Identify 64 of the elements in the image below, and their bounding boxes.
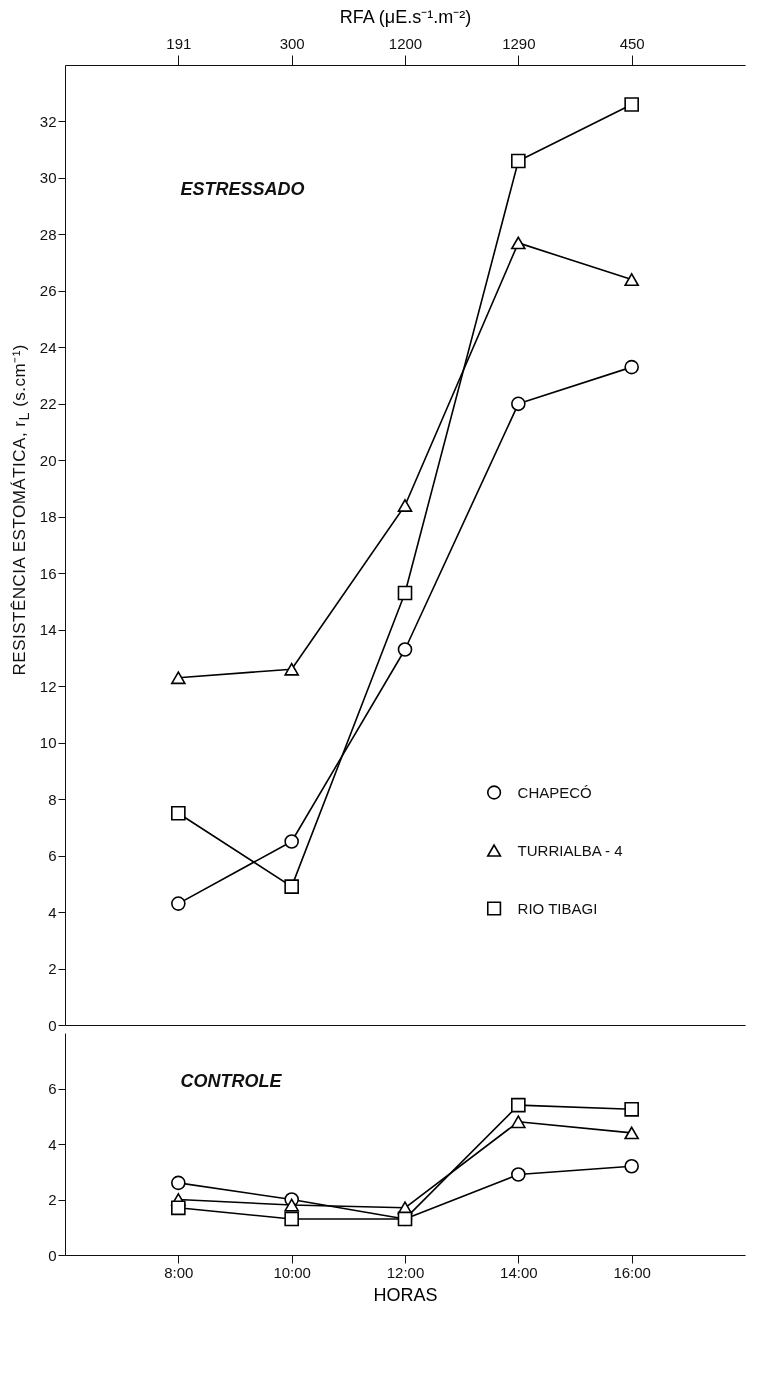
y-tick-label: 30 [39, 169, 57, 187]
y-tick-label: 8 [48, 790, 57, 808]
y-tick-label: 10 [39, 734, 57, 752]
annotation: 450 [619, 34, 645, 52]
annotation: ESTRESSADO [180, 178, 305, 199]
point [171, 1200, 186, 1216]
annotation: 191 [166, 34, 192, 52]
x-tick-label: 16:00 [613, 1263, 651, 1281]
y-tick-label: 24 [39, 338, 57, 356]
point [171, 1175, 186, 1191]
point [511, 1167, 526, 1182]
y-tick-label: 0 [48, 1016, 57, 1034]
y-tick-label: 6 [48, 1080, 57, 1097]
x2-axis-title: RFA (μE.s⁻¹.m⁻²) [339, 6, 472, 27]
point [624, 359, 639, 375]
y-tick-label: 16 [39, 564, 57, 582]
point [624, 1101, 639, 1117]
y-tick-label: 14 [39, 621, 57, 639]
point [171, 805, 186, 821]
y-tick-label: 6 [48, 847, 57, 865]
y-tick-label: 22 [39, 395, 57, 413]
y-tick-label: 20 [39, 451, 57, 469]
annotation: CONTROLE [180, 1070, 283, 1091]
point [624, 1158, 639, 1174]
point [397, 585, 413, 601]
legend-label: CHAPECÓ [517, 783, 592, 801]
point [511, 153, 526, 169]
annotation: 300 [279, 34, 305, 52]
x-tick-label: 14:00 [500, 1263, 538, 1281]
annotation: 1290 [502, 34, 536, 52]
x-axis-title: HORAS [373, 1284, 438, 1305]
x-tick-label: 12:00 [386, 1263, 425, 1281]
legend-label: TURRIALBA - 4 [517, 841, 623, 859]
point [511, 1097, 526, 1113]
y-tick-label: 18 [39, 508, 57, 526]
point [511, 396, 526, 412]
y-tick-label: 4 [48, 903, 57, 921]
point [284, 834, 299, 849]
point [397, 642, 413, 657]
point [284, 879, 299, 894]
point [624, 97, 639, 112]
point [397, 1211, 413, 1227]
point [171, 671, 186, 685]
annotation: 1200 [388, 34, 423, 52]
y-tick-label: 26 [39, 282, 57, 300]
point [624, 1126, 639, 1140]
x-tick-label: 8:00 [164, 1263, 194, 1281]
y-tick-label: 32 [39, 112, 57, 130]
point [284, 1198, 299, 1212]
legend-label: RIO TIBAGI [517, 899, 598, 917]
point [511, 236, 526, 250]
y-tick-label: 12 [39, 677, 57, 695]
y-tick-label: 28 [39, 225, 57, 243]
x-tick-label: 10:00 [273, 1263, 311, 1281]
point [511, 1115, 526, 1129]
y-tick-label: 2 [48, 1191, 57, 1208]
y-tick-label: 4 [48, 1135, 57, 1153]
y-tick-label: 0 [48, 1246, 57, 1264]
point [284, 662, 299, 676]
y-tick-label: 2 [48, 960, 57, 978]
point [624, 273, 639, 287]
point [284, 1211, 299, 1227]
point [397, 499, 413, 512]
point [171, 896, 186, 911]
